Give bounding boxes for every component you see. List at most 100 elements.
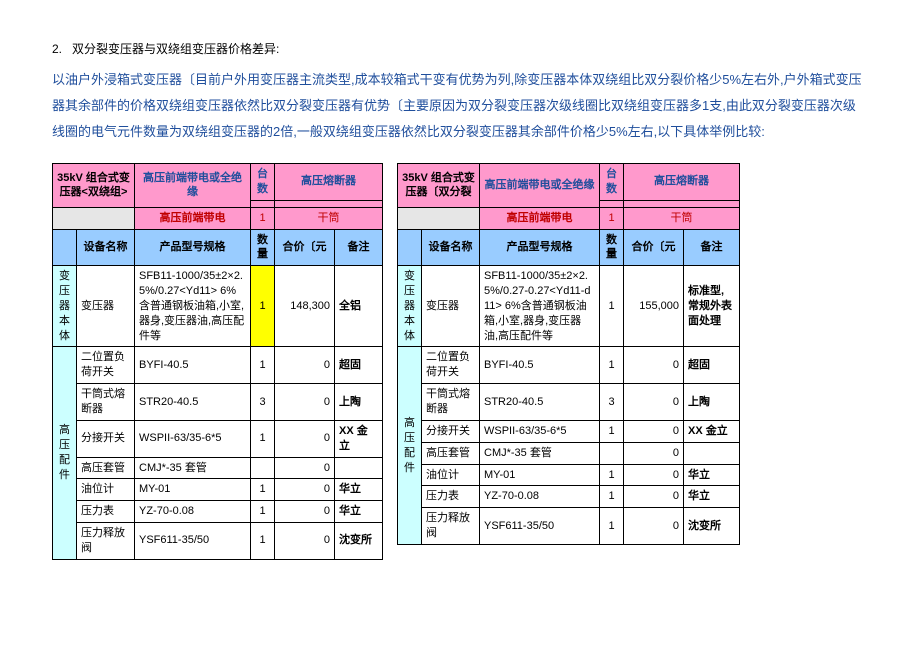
left-r7-price: 0: [275, 501, 335, 523]
left-r4-qty: 1: [251, 420, 275, 457]
left-col-qty: 数量: [251, 229, 275, 266]
right-r6-qty: 1: [600, 464, 624, 486]
left-r6-qty: 1: [251, 479, 275, 501]
right-r1-price: 155,000: [624, 266, 684, 347]
right-r6-dev: 油位计: [422, 464, 480, 486]
left-r5-dev: 高压套管: [77, 457, 135, 479]
left-title-cell: 35kV 组合式变压器<双绕组>: [53, 164, 135, 208]
left-tai-label: 台数: [251, 164, 275, 201]
left-col-price: 合价〔元: [275, 229, 335, 266]
right-r2-price: 0: [624, 347, 684, 384]
right-r7-dev: 压力表: [422, 486, 480, 508]
section-number: 2.: [52, 42, 62, 56]
left-col-dev: 设备名称: [77, 229, 135, 266]
section-heading: 2. 双分裂变压器与双绕组变压器价格差异:: [52, 40, 868, 57]
right-r2-model: BYFI-40.5: [480, 347, 600, 384]
left-r2-qty: 1: [251, 347, 275, 384]
right-r1-note: 标准型,常规外表面处理: [684, 266, 740, 347]
left-r1-model: SFB11-1000/35±2×2.5%/0.27<Yd11> 6%含普通钢板油…: [135, 266, 251, 347]
left-r3-model: STR20-40.5: [135, 384, 251, 421]
left-r5-model: CMJ*-35 套管: [135, 457, 251, 479]
right-body-group: 变压器本体: [398, 266, 422, 347]
left-r4-model: WSPII-63/35-6*5: [135, 420, 251, 457]
left-r8-dev: 压力释放阀: [77, 523, 135, 560]
right-sub-fuse: 干筒: [624, 207, 740, 229]
left-hv-group: 高压配件: [53, 347, 77, 559]
left-sub-qty: 1: [251, 207, 275, 229]
right-col-qty: 数量: [600, 229, 624, 266]
left-r8-price: 0: [275, 523, 335, 560]
left-r7-model: YZ-70-0.08: [135, 501, 251, 523]
right-r8-note: 沈变所: [684, 508, 740, 545]
left-r5-qty: [251, 457, 275, 479]
right-r3-qty: 3: [600, 384, 624, 421]
right-r8-qty: 1: [600, 508, 624, 545]
right-fuse-label: 高压熔断器: [624, 164, 740, 201]
right-sub-qty: 1: [600, 207, 624, 229]
left-config-cell: 高压前端带电或全绝缘: [135, 164, 251, 208]
right-r4-qty: 1: [600, 420, 624, 442]
left-r1-note: 全铝: [335, 266, 383, 347]
right-r6-note: 华立: [684, 464, 740, 486]
left-fuse-label: 高压熔断器: [275, 164, 383, 201]
left-r3-qty: 3: [251, 384, 275, 421]
left-r5-note: [335, 457, 383, 479]
left-r6-note: 华立: [335, 479, 383, 501]
right-r3-model: STR20-40.5: [480, 384, 600, 421]
left-sub-fuse: 干筒: [275, 207, 383, 229]
left-sub-config: 高压前端带电: [135, 207, 251, 229]
left-body-group: 变压器本体: [53, 266, 77, 347]
right-r5-note: [684, 442, 740, 464]
left-r7-dev: 压力表: [77, 501, 135, 523]
left-r2-model: BYFI-40.5: [135, 347, 251, 384]
right-r7-price: 0: [624, 486, 684, 508]
left-r2-dev: 二位置负荷开关: [77, 347, 135, 384]
right-r3-price: 0: [624, 384, 684, 421]
left-r4-price: 0: [275, 420, 335, 457]
right-r1-model: SFB11-1000/35±2×2.5%/0.27-0.27<Yd11-d11>…: [480, 266, 600, 347]
right-r5-qty: [600, 442, 624, 464]
right-r8-dev: 压力释放阀: [422, 508, 480, 545]
right-r2-qty: 1: [600, 347, 624, 384]
left-r2-price: 0: [275, 347, 335, 384]
section-title-text: 双分裂变压器与双绕组变压器价格差异:: [72, 42, 279, 56]
left-r8-model: YSF611-35/50: [135, 523, 251, 560]
intro-paragraph: 以油户外浸箱式变压器〔目前户外用变压器主流类型,成本较箱式干变有优势为列,除变压…: [52, 67, 868, 145]
right-col-note: 备注: [684, 229, 740, 266]
right-sub-config: 高压前端带电: [480, 207, 600, 229]
right-r8-model: YSF611-35/50: [480, 508, 600, 545]
right-hv-group: 高压配件: [398, 347, 422, 544]
right-col-dev: 设备名称: [422, 229, 480, 266]
right-r1-qty: 1: [600, 266, 624, 347]
left-r1-dev: 变压器: [77, 266, 135, 347]
right-r7-qty: 1: [600, 486, 624, 508]
left-col-note: 备注: [335, 229, 383, 266]
left-r4-dev: 分接开关: [77, 420, 135, 457]
left-r7-note: 华立: [335, 501, 383, 523]
left-r7-qty: 1: [251, 501, 275, 523]
right-r3-dev: 干筒式熔断器: [422, 384, 480, 421]
right-r5-price: 0: [624, 442, 684, 464]
right-r3-note: 上陶: [684, 384, 740, 421]
right-r6-price: 0: [624, 464, 684, 486]
right-r6-model: MY-01: [480, 464, 600, 486]
left-r6-price: 0: [275, 479, 335, 501]
right-r4-note: XX 金立: [684, 420, 740, 442]
right-r1-dev: 变压器: [422, 266, 480, 347]
right-r4-dev: 分接开关: [422, 420, 480, 442]
tables-container: 35kV 组合式变压器<双绕组> 高压前端带电或全绝缘 台数 高压熔断器 高压前…: [52, 163, 868, 560]
right-r7-model: YZ-70-0.08: [480, 486, 600, 508]
right-tai-label: 台数: [600, 164, 624, 201]
left-r8-note: 沈变所: [335, 523, 383, 560]
left-r1-qty: 1: [251, 266, 275, 347]
right-r7-note: 华立: [684, 486, 740, 508]
right-title-cell: 35kV 组合式变压器〔双分裂: [398, 164, 480, 208]
left-r6-dev: 油位计: [77, 479, 135, 501]
left-r8-qty: 1: [251, 523, 275, 560]
right-col-model: 产品型号规格: [480, 229, 600, 266]
left-r4-note: XX 金立: [335, 420, 383, 457]
left-r6-model: MY-01: [135, 479, 251, 501]
right-r2-note: 超固: [684, 347, 740, 384]
right-config-cell: 高压前端带电或全绝缘: [480, 164, 600, 208]
right-table: 35kV 组合式变压器〔双分裂 高压前端带电或全绝缘 台数 高压熔断器 高压前端…: [397, 163, 740, 545]
